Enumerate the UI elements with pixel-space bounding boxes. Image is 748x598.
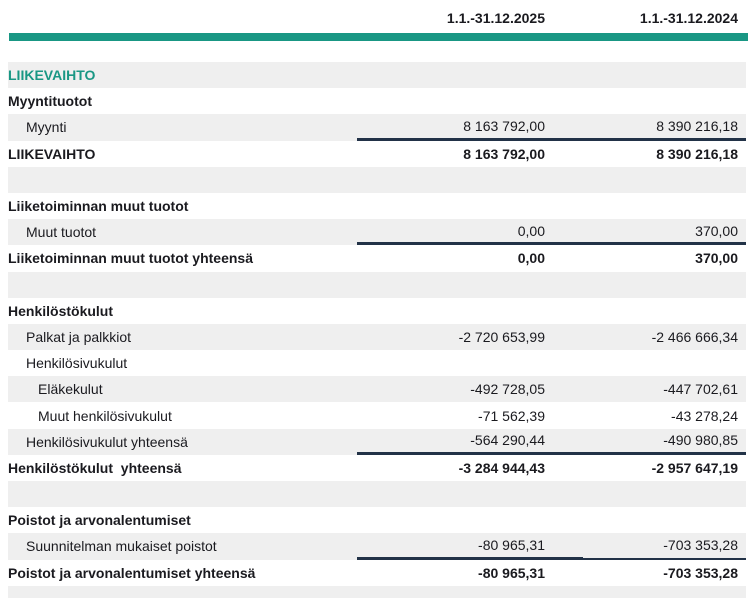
row-value-2024 [583,586,746,598]
row-label: Eläkekulut [38,381,103,398]
table-row: LIIKEVAIHTO 8 163 792,00 8 390 216,18 [8,141,746,167]
table-row: Henkilöstökulut [8,298,746,324]
row-value-2024: 8 390 216,18 [656,145,738,162]
row-value-2025 [357,350,583,376]
table-row: Myyntituotot [8,88,746,114]
row-value-2025 [357,586,583,598]
row-value-2024: -703 353,28 [583,533,746,560]
row-value-2025: 8 163 792,00 [463,145,545,162]
header-gap [0,41,748,62]
row-value-2025: 8 163 792,00 [357,114,583,141]
row-label [8,481,357,507]
table-row: Liiketoiminnan muut tuotot yhteensä 0,00… [8,245,746,271]
row-label: Henkilösivukulut [26,355,128,372]
table-row: Henkilöstökulut yhteensä -3 284 944,43 -… [8,455,746,481]
row-value-2025: -80 965,31 [357,533,583,560]
row-label: Poistot ja arvonalentumiset yhteensä [8,564,256,581]
header-divider-bar [9,33,748,41]
row-value-2025 [357,507,583,533]
table-row: Palkat ja palkkiot -2 720 653,99 -2 466 … [8,323,746,351]
row-label: Henkilösivukulut yhteensä [26,433,188,450]
row-value-2024 [583,167,746,193]
row-value-2024: -703 353,28 [663,564,738,581]
row-value-2024: 8 390 216,18 [583,114,746,141]
row-value-2025: -71 562,39 [478,407,545,424]
table-row: Poistot ja arvonalentumiset yhteensä -80… [8,560,746,586]
row-value-2025 [357,481,583,507]
table-row: Poistot ja arvonalentumiset [8,507,746,533]
row-value-2025: -80 965,31 [478,564,545,581]
row-label: Myynti [26,119,67,136]
row-label: Poistot ja arvonalentumiset [8,512,191,529]
table-row: Henkilösivukulut [8,350,746,376]
row-label: Henkilöstökulut yhteensä [8,459,182,476]
row-label: Muut henkilösivukulut [38,407,172,424]
row-value-2025 [357,193,583,219]
table-row: LIIKEVAIHTO [8,62,746,89]
table-row [8,481,746,508]
table-row: Muut henkilösivukulut -71 562,39 -43 278… [8,402,746,428]
row-value-2024 [583,481,746,507]
row-value-2024: -2 957 647,19 [651,459,738,476]
row-value-2025: -492 728,05 [470,381,545,398]
row-value-2024 [583,507,746,533]
row-value-2025: -3 284 944,43 [458,459,545,476]
row-label: LIIKEVAIHTO [8,145,96,162]
row-value-2025: -2 720 653,99 [458,328,545,345]
row-value-2024 [583,193,746,219]
row-value-2024: -490 980,85 [583,429,746,455]
period-header-row: 1.1.-31.12.2025 1.1.-31.12.2024 [8,0,746,33]
row-label [8,586,357,598]
row-value-2025 [357,272,583,298]
row-value-2025 [357,62,583,88]
row-value-2024 [583,350,746,376]
row-value-2025 [357,167,583,193]
row-label: Palkat ja palkkiot [26,328,132,345]
row-value-2025 [357,88,583,114]
row-value-2024: -2 466 666,34 [651,328,738,345]
row-value-2024 [583,298,746,324]
row-label [8,272,357,298]
table-row [8,271,746,298]
row-value-2025: 0,00 [517,250,545,267]
row-label: Myyntituotot [8,93,92,110]
period-header-spacer [8,2,357,33]
row-value-2024: 370,00 [695,250,738,267]
period-column-2024: 1.1.-31.12.2024 [639,9,738,26]
table-row: Liiketoiminnan muut tuotot [8,193,746,219]
row-value-2025 [357,298,583,324]
table-row: Muut tuotot 0,00 370,00 [8,219,746,246]
row-label: Liiketoiminnan muut tuotot [8,198,189,215]
row-label [8,167,357,193]
table-row [8,585,746,598]
table-row [8,166,746,193]
row-value-2025: 0,00 [357,219,583,246]
row-value-2024 [583,272,746,298]
row-value-2024: -43 278,24 [671,407,738,424]
table-row: Eläkekulut -492 728,05 -447 702,61 [8,376,746,403]
row-value-2024: 370,00 [583,219,746,246]
row-value-2024: -447 702,61 [663,381,738,398]
row-label: Suunnitelman mukaiset poistot [26,538,217,555]
row-value-2024 [583,88,746,114]
table-row: Myynti 8 163 792,00 8 390 216,18 [8,114,746,141]
table-row: Henkilösivukulut yhteensä -564 290,44 -4… [8,428,746,455]
table-body: LIIKEVAIHTO Myyntituotot Myynti 8 163 79… [0,62,748,598]
row-label: Muut tuotot [26,224,97,241]
period-column-2025: 1.1.-31.12.2025 [446,9,545,26]
row-value-2025: -564 290,44 [357,429,583,455]
row-label: Henkilöstökulut [8,302,114,319]
row-label: LIIKEVAIHTO [8,67,96,84]
table-row: Suunnitelman mukaiset poistot -80 965,31… [8,533,746,560]
row-label: Liiketoiminnan muut tuotot yhteensä [8,250,254,267]
row-value-2024 [583,62,746,88]
